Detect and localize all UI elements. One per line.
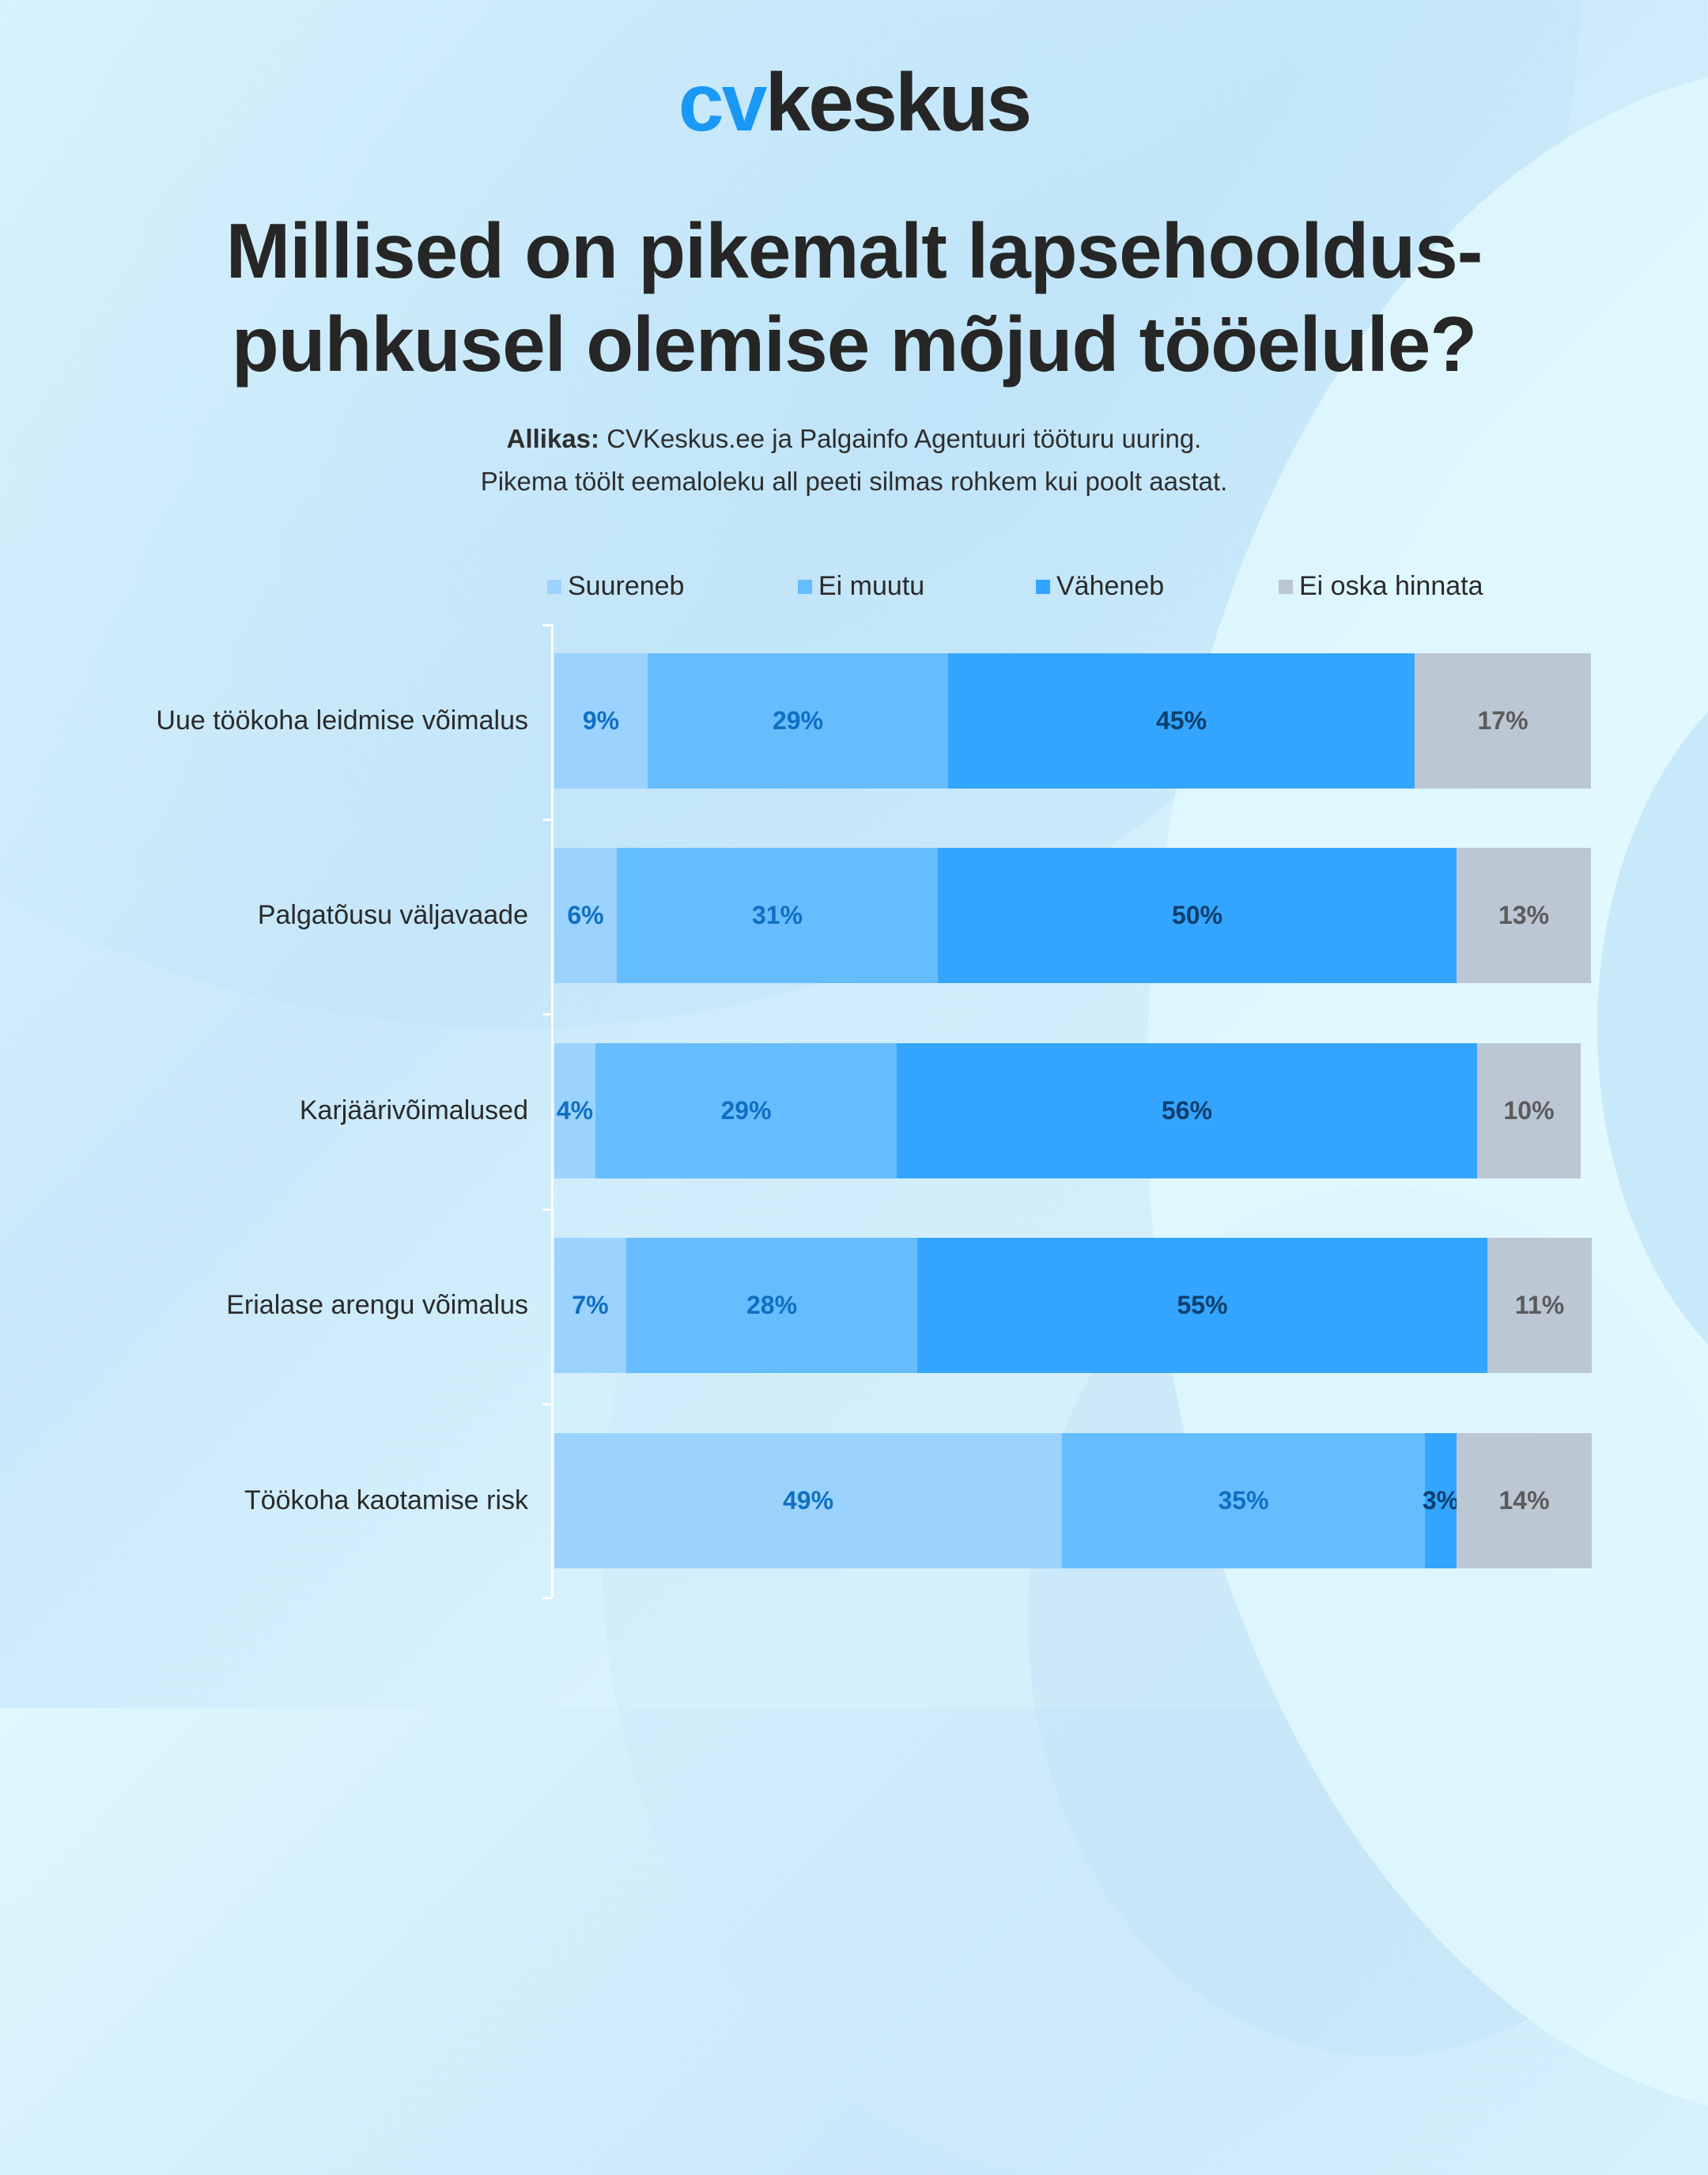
- legend-item-ei-oska-hinnata: Ei oska hinnata: [1279, 571, 1483, 602]
- legend-label: Ei muutu: [818, 571, 925, 601]
- bar-segment-suureneb: 6%: [554, 848, 617, 983]
- background-shape: [1597, 633, 1708, 1424]
- logo-cv: cv: [678, 57, 768, 149]
- source-note: Allikas: CVKeskus.ee ja Palgainfo Agentu…: [0, 418, 1708, 503]
- bar-segment-suureneb: 49%: [554, 1433, 1062, 1568]
- chart-legend: Suureneb Ei muutu Väheneb Ei oska hinnat…: [0, 571, 1708, 606]
- legend-swatch-icon: [547, 579, 561, 594]
- bar-segment-vaheneb: 50%: [938, 848, 1457, 983]
- axis-tick: [542, 624, 552, 626]
- axis-tick: [542, 1209, 552, 1211]
- row-label: Erialase arengu võimalus: [226, 1290, 528, 1320]
- legend-swatch-icon: [1279, 579, 1293, 594]
- page-title: Millised on pikemalt lapsehooldus- puhku…: [0, 204, 1708, 391]
- bar-segment-ei-muutu: 29%: [648, 653, 948, 789]
- bar-segment-ei-oska-hinnata: 10%: [1477, 1043, 1581, 1178]
- bar-segment-ei-muutu: 31%: [617, 848, 938, 983]
- bar-segment-vaheneb: 56%: [897, 1043, 1477, 1178]
- legend-label: Suureneb: [568, 571, 685, 601]
- axis-tick: [542, 819, 552, 821]
- bar-segment-ei-oska-hinnata: 14%: [1457, 1433, 1592, 1568]
- bar-segment-suureneb: 4%: [554, 1043, 595, 1178]
- logo-keskus: keskus: [765, 57, 1032, 149]
- bar-segment-vaheneb: 45%: [948, 653, 1415, 789]
- axis-tick: [542, 1403, 552, 1405]
- bar-segment-ei-oska-hinnata: 17%: [1415, 653, 1591, 789]
- source-label: Allikas:: [506, 424, 600, 453]
- bar-segment-suureneb: 7%: [554, 1238, 626, 1373]
- legend-item-vaheneb: Väheneb: [1036, 571, 1164, 602]
- legend-swatch-icon: [798, 579, 812, 594]
- axis-tick: [542, 1597, 552, 1599]
- bar-segment-ei-oska-hinnata: 13%: [1457, 848, 1591, 983]
- row-label: Töökoha kaotamise risk: [244, 1485, 528, 1515]
- stacked-bar-row: 4% 29% 56% 10%: [554, 1043, 1581, 1178]
- legend-swatch-icon: [1036, 579, 1050, 594]
- legend-item-ei-muutu: Ei muutu: [798, 571, 924, 602]
- bar-segment-ei-oska-hinnata: 11%: [1487, 1238, 1592, 1373]
- row-label: Uue töökoha leidmise võimalus: [156, 705, 528, 736]
- cvkeskus-logo: cvkeskus: [0, 62, 1708, 144]
- source-line: Allikas: CVKeskus.ee ja Palgainfo Agentu…: [0, 418, 1708, 460]
- bar-segment-vaheneb: 55%: [917, 1238, 1487, 1373]
- title-line-2: puhkusel olemise mõjud tööelule?: [231, 301, 1477, 388]
- definition-note: Pikema töölt eemaloleku all peeti silmas…: [480, 467, 1228, 496]
- source-text: CVKeskus.ee ja Palgainfo Agentuuri töötu…: [599, 424, 1202, 453]
- row-label: Karjäärivõimalused: [299, 1095, 528, 1125]
- bar-segment-suureneb: 9%: [554, 653, 648, 789]
- bar-segment-vaheneb: 3%: [1423, 1433, 1459, 1568]
- stacked-bar-row: 9% 29% 45% 17%: [554, 653, 1591, 789]
- bar-segment-ei-muutu: 29%: [595, 1043, 897, 1178]
- title-line-1: Millised on pikemalt lapsehooldus-: [225, 207, 1483, 294]
- row-label: Palgatõusu väljavaade: [257, 900, 528, 930]
- bar-segment-ei-muutu: 35%: [1062, 1433, 1425, 1568]
- stacked-bar-row: 7% 28% 55% 11%: [554, 1238, 1592, 1373]
- stacked-bar-row: 49% 35% 3% 14%: [554, 1433, 1592, 1568]
- legend-label: Ei oska hinnata: [1299, 571, 1483, 601]
- legend-item-suureneb: Suureneb: [547, 571, 684, 602]
- axis-tick: [542, 1013, 552, 1016]
- stacked-bar-row: 6% 31% 50% 13%: [554, 848, 1591, 983]
- legend-label: Väheneb: [1056, 571, 1165, 601]
- category-axis: [551, 624, 554, 1598]
- bar-segment-ei-muutu: 28%: [626, 1238, 917, 1373]
